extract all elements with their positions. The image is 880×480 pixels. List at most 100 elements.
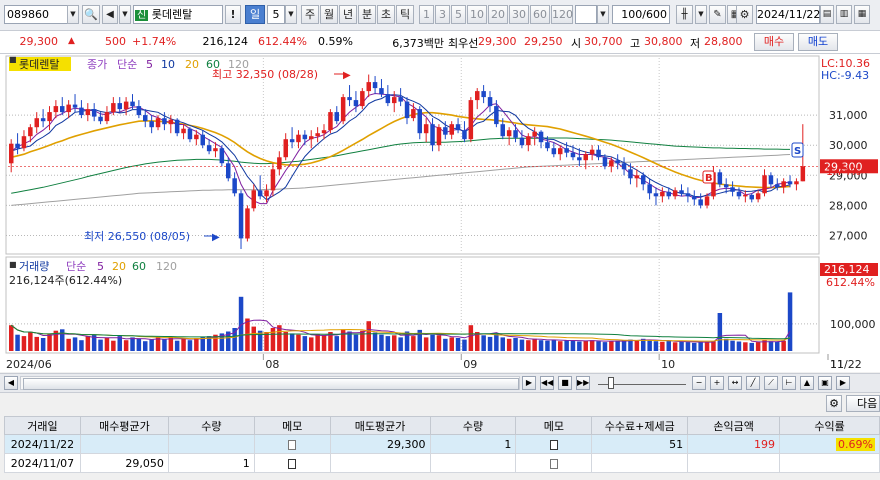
code-dropdown-button[interactable]: ▼ [67,5,79,24]
period-minute-button[interactable]: 분 [358,5,376,24]
info-button[interactable]: ! [225,5,241,24]
period-month-button[interactable]: 월 [320,5,338,24]
fit-button[interactable]: ↔ [728,376,742,390]
chevron-down-icon: ▼ [70,10,76,18]
sound-button[interactable]: ◀ [102,5,118,24]
candle-body [787,181,793,185]
interval-1-button[interactable]: 1 [419,5,434,24]
chart-grid-button[interactable]: ▦ [854,5,870,24]
col-sell-avg[interactable]: 매도평균가 [329,416,431,435]
chart-menu-button[interactable]: ▥ [836,5,852,24]
ruler-tool-button[interactable]: ⊢ [782,376,796,390]
memo-edit-icon[interactable] [288,458,297,469]
zoom-in-button[interactable]: + [710,376,724,390]
cell-buy-memo[interactable] [253,434,331,454]
zoom-out-button[interactable]: − [692,376,706,390]
volume-bar [417,329,422,351]
scroll-left-button[interactable]: ◀ [4,376,18,390]
candle-type-button[interactable]: ╫ [676,5,693,24]
volume-bar [60,329,65,351]
col-buy-qty[interactable]: 수량 [167,416,255,435]
count-input[interactable]: 100/600 [612,5,670,24]
sell-button[interactable]: 매도 [798,33,838,51]
period-tick-button[interactable]: 틱 [396,5,414,24]
interval-3-button[interactable]: 3 [435,5,450,24]
table-row[interactable]: 2024/11/22 29,300 1 51 199 0.69% [4,434,880,454]
sell-signal-marker[interactable] [791,142,804,158]
table-row[interactable]: 2024/11/07 29,050 1 [4,453,880,473]
period-value-input[interactable]: 5 [267,5,285,24]
interval-10-button[interactable]: 10 [467,5,487,24]
trend-tool-button[interactable]: ⟋ [764,376,778,390]
period-year-button[interactable]: 년 [339,5,357,24]
date-value: 2024/11/22 [757,8,821,21]
collapse-button[interactable]: ▣ [818,376,832,390]
search-button[interactable]: 🔍 [82,5,100,24]
memo-icon[interactable] [288,439,297,450]
next-button[interactable]: 다음 [846,395,880,412]
col-buy-avg[interactable]: 매수평균가 [79,416,169,435]
legend-ma60: 60 [206,58,220,71]
interval-dropdown-button[interactable]: ▼ [597,5,609,24]
candle-body [206,145,212,152]
zoom-slider[interactable] [598,377,688,389]
cell-sell-qty [429,453,517,473]
stop-button[interactable]: ■ [558,376,572,390]
stock-code-input[interactable]: 089860 [4,5,68,24]
candle-body [360,91,365,107]
period-dropdown-button[interactable]: ▼ [285,5,297,24]
line-tool-button[interactable]: ╱ [746,376,760,390]
interval-label: 120 [552,8,573,21]
col-buy-memo[interactable]: 메모 [253,416,331,435]
col-trade-date[interactable]: 거래일 [4,416,81,435]
ma-line-ma60 [11,137,790,194]
stock-name-field[interactable]: 신 롯데렌탈 [133,5,223,24]
draw-tools-button[interactable]: ✎ [709,5,726,24]
col-sell-memo[interactable]: 메모 [515,416,593,435]
interval-120-button[interactable]: 120 [551,5,573,24]
date-input[interactable]: 2024/11/22 [756,5,820,24]
scroll-end-button[interactable]: ▶ [836,376,850,390]
col-return[interactable]: 수익률 [779,416,880,435]
candle-dropdown-button[interactable]: ▼ [695,5,707,24]
chart-area[interactable]: 31,000 30,000 29,000 28,000 27,000 2024/06 08… [0,54,880,372]
cell-buy-memo[interactable] [253,453,331,473]
scroll-thumb[interactable] [23,378,519,390]
memo-edit-icon[interactable] [549,439,558,450]
buy-signal-marker[interactable] [702,170,715,184]
legend-ma10: 10 [161,58,175,71]
price-axis-tick: 31,000 [829,109,868,122]
table-settings-button[interactable]: ⚙ [826,395,842,412]
chart-scrollbar[interactable]: ◀ ▶ ◀◀ ■ ▶▶ − + ↔ ╱ ⟋ ⊢ ▲ ▣ ▶ [0,373,880,392]
col-profit[interactable]: 손익금액 [687,416,781,435]
interval-5-button[interactable]: 5 [451,5,466,24]
interval-20-button[interactable]: 20 [488,5,508,24]
scroll-track[interactable] [20,376,520,390]
cell-sell-memo[interactable] [515,453,593,473]
col-sell-qty[interactable]: 수량 [429,416,517,435]
cell-sell-memo[interactable] [515,434,593,454]
interval-60-button[interactable]: 60 [530,5,550,24]
cell-profit: 199 [687,434,781,454]
candle-body [111,103,116,113]
col-fee-tax[interactable]: 수수료+제세금 [591,416,689,435]
cell-fee-tax [591,453,689,473]
settings-button[interactable]: ⚙ [736,5,753,24]
sound-dropdown-button[interactable]: ▼ [119,5,131,24]
memo-icon[interactable] [549,458,558,469]
minus-icon: − [695,378,703,387]
period-week-button[interactable]: 주 [301,5,319,24]
buy-button[interactable]: 매수 [754,33,794,51]
period-day-button[interactable]: 일 [245,5,265,24]
period-second-button[interactable]: 초 [377,5,395,24]
chart-type-button[interactable]: ▲ [800,376,814,390]
scroll-right-button[interactable]: ▶ [522,376,536,390]
play-button[interactable]: ▶▶ [576,376,590,390]
interval-30-button[interactable]: 30 [509,5,529,24]
custom-interval-input[interactable] [575,5,597,24]
zoom-slider-thumb[interactable] [608,377,614,389]
candle-body [174,119,180,134]
rewind-button[interactable]: ◀◀ [540,376,554,390]
calendar-button[interactable]: ▤ [820,5,834,24]
